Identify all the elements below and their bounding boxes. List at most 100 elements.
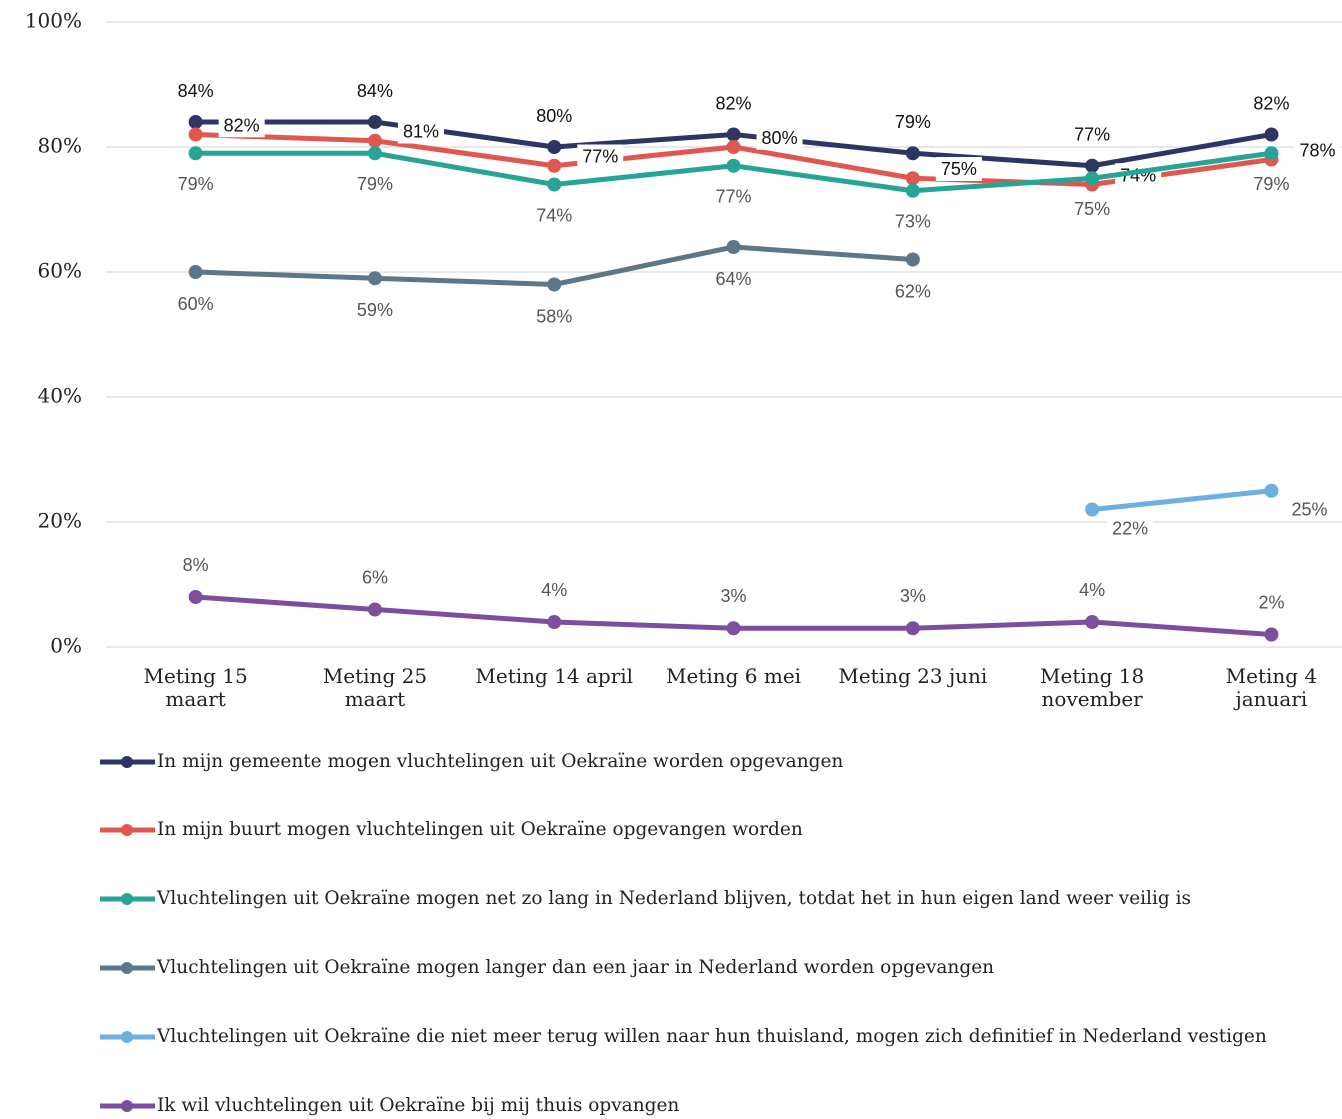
data-label: 77% <box>716 187 752 207</box>
y-tick-label: 20% <box>38 509 82 533</box>
y-tick-label: 0% <box>50 634 82 658</box>
data-label: 4% <box>541 580 567 600</box>
data-point <box>367 271 382 286</box>
data-point <box>367 133 382 148</box>
legend-marker <box>121 756 133 768</box>
data-label-group: 79% <box>895 112 931 132</box>
data-label-group: 77% <box>716 187 752 207</box>
legend-marker <box>121 824 133 836</box>
data-point <box>367 115 382 129</box>
data-label-group: 58% <box>536 306 572 326</box>
data-label: 60% <box>178 294 214 314</box>
data-label-group: 82% <box>218 113 265 138</box>
x-tick-label: Meting 23 juni <box>838 664 988 688</box>
data-label: 8% <box>183 555 209 575</box>
legend-label: Vluchtelingen uit Oekraïne mogen langer … <box>157 957 995 978</box>
data-label: 82% <box>224 115 260 135</box>
data-label-group: 3% <box>721 586 747 606</box>
data-point <box>367 146 382 161</box>
data-label-group: 82% <box>716 93 752 113</box>
y-tick-label: 40% <box>38 384 82 408</box>
data-label-group: 6% <box>362 567 388 587</box>
x-tick-label: Meting 18 november <box>1040 664 1145 711</box>
data-label-group: 80% <box>756 125 803 150</box>
data-label: 74% <box>536 205 572 225</box>
data-point <box>188 127 203 142</box>
data-label: 79% <box>1253 174 1289 194</box>
data-label-group: 79% <box>1253 174 1289 194</box>
y-tick-label: 60% <box>38 259 82 283</box>
data-label: 22% <box>1112 518 1148 538</box>
data-point <box>726 127 741 142</box>
data-label-group: 77% <box>577 144 624 169</box>
data-point <box>547 140 562 154</box>
data-label: 78% <box>1299 140 1335 160</box>
data-label-group: 81% <box>397 119 444 144</box>
data-label: 82% <box>716 93 752 113</box>
data-label: 6% <box>362 567 388 587</box>
data-label-group: 62% <box>895 281 931 301</box>
data-label-group: 80% <box>536 106 572 126</box>
data-label: 75% <box>1074 199 1110 219</box>
legend-marker <box>121 1031 133 1043</box>
data-label: 84% <box>357 81 393 101</box>
data-label-group: 84% <box>178 81 214 101</box>
data-point <box>905 146 920 161</box>
data-label: 77% <box>1074 125 1110 145</box>
data-point <box>905 183 920 198</box>
legend-label: Vluchtelingen uit Oekraïne mogen net zo … <box>157 888 1192 909</box>
legend-label: In mijn buurt mogen vluchtelingen uit Oe… <box>157 819 803 840</box>
data-label-group: 3% <box>900 586 926 606</box>
data-label-group: 78% <box>1294 138 1341 163</box>
data-point <box>1085 171 1100 186</box>
data-point <box>547 277 562 292</box>
y-tick-label: 80% <box>38 134 82 158</box>
x-tick-label: Meting 25 maart <box>322 664 428 711</box>
data-label-group: 73% <box>895 212 931 232</box>
label-background <box>756 125 803 150</box>
data-point <box>188 115 203 129</box>
data-label: 79% <box>895 112 931 132</box>
data-point <box>905 171 920 186</box>
data-label-group: 75% <box>935 157 982 181</box>
data-point <box>188 590 203 604</box>
data-point <box>1085 158 1100 173</box>
data-point <box>188 146 203 161</box>
data-label-group: 4% <box>541 580 567 600</box>
data-label-group: 4% <box>1079 580 1105 600</box>
label-background <box>577 144 624 169</box>
data-label: 82% <box>1253 93 1289 113</box>
label-background <box>935 157 982 181</box>
data-label-group: 59% <box>357 300 393 320</box>
legend-label: Ik wil vluchtelingen uit Oekraïne bij mi… <box>157 1095 680 1116</box>
label-background <box>1107 516 1154 541</box>
legend-label: Vluchtelingen uit Oekraïne die niet meer… <box>157 1026 1267 1047</box>
x-tick-label: Meting 4 januari <box>1225 664 1318 711</box>
label-background <box>218 113 265 138</box>
data-label: 58% <box>536 306 572 326</box>
data-label-group: 22% <box>1107 516 1154 541</box>
data-point <box>1264 483 1279 498</box>
legend-marker <box>121 893 133 905</box>
data-point <box>547 158 562 173</box>
x-tick-label: Meting 15 maart <box>143 664 248 711</box>
data-label-group: 75% <box>1074 199 1110 219</box>
data-label: 59% <box>357 300 393 320</box>
data-label-group: 64% <box>716 269 752 289</box>
data-label-group: 8% <box>183 555 209 575</box>
data-point <box>547 615 562 629</box>
legend-label: In mijn gemeente mogen vluchtelingen uit… <box>157 751 844 772</box>
legend-marker <box>121 962 133 974</box>
data-label: 3% <box>900 586 926 606</box>
data-point <box>188 265 203 279</box>
data-label-group: 25% <box>1286 497 1333 522</box>
data-point <box>1085 615 1100 629</box>
data-label: 73% <box>895 212 931 232</box>
data-label: 81% <box>403 122 439 142</box>
data-point <box>1264 146 1279 161</box>
data-point <box>726 240 741 254</box>
data-label-group: 74% <box>536 205 572 225</box>
data-point <box>367 602 382 617</box>
